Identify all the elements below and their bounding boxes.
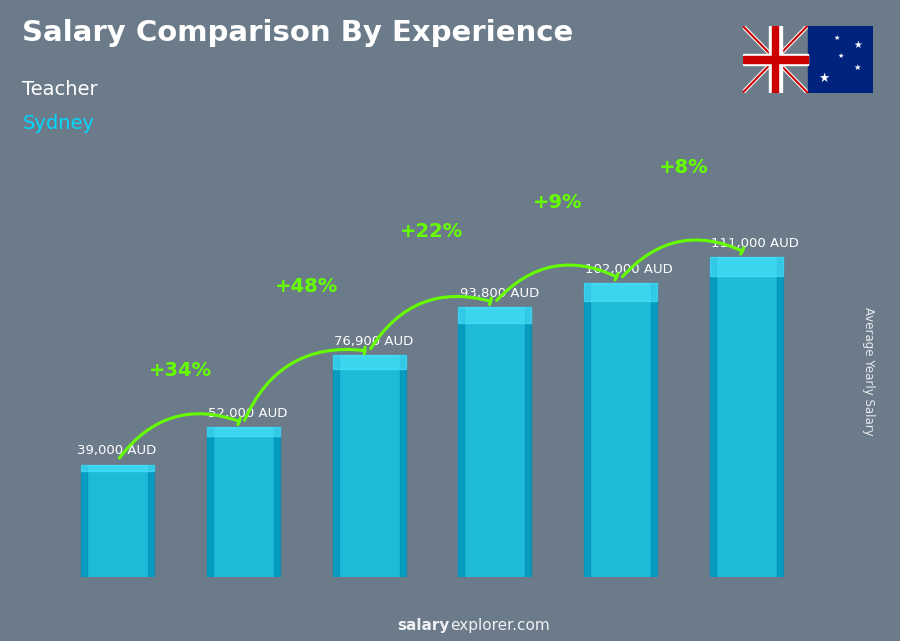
Text: 52,000 AUD: 52,000 AUD [208, 407, 288, 420]
Text: ★: ★ [818, 72, 829, 85]
Bar [207, 427, 280, 577]
Text: 39,000 AUD: 39,000 AUD [77, 444, 157, 458]
Bar [584, 283, 657, 301]
Text: +22%: +22% [400, 222, 464, 242]
Bar [274, 427, 280, 577]
Text: Salary Comparison By Experience: Salary Comparison By Experience [22, 19, 574, 47]
Text: ★: ★ [853, 40, 861, 49]
Text: explorer.com: explorer.com [450, 619, 550, 633]
Bar [584, 283, 590, 577]
Bar [333, 356, 406, 369]
Bar [808, 26, 873, 93]
Text: 102,000 AUD: 102,000 AUD [585, 263, 673, 276]
Text: ★: ★ [837, 53, 843, 59]
Bar [458, 307, 531, 323]
Text: +34%: +34% [149, 362, 212, 380]
Bar [333, 356, 406, 577]
Text: Teacher: Teacher [22, 80, 98, 99]
Text: +48%: +48% [274, 278, 338, 296]
Text: ★: ★ [853, 63, 861, 72]
Text: 111,000 AUD: 111,000 AUD [711, 237, 799, 250]
Bar [148, 465, 154, 577]
Bar [652, 283, 657, 577]
Text: 76,900 AUD: 76,900 AUD [334, 335, 413, 348]
Bar [400, 356, 406, 577]
Bar [458, 307, 464, 577]
Text: +8%: +8% [659, 158, 708, 177]
Text: +9%: +9% [533, 193, 582, 212]
Bar [458, 307, 531, 577]
Text: 93,800 AUD: 93,800 AUD [460, 287, 539, 299]
Bar [81, 465, 87, 577]
Text: Average Yearly Salary: Average Yearly Salary [862, 308, 875, 436]
Bar [772, 26, 778, 93]
Bar [207, 427, 280, 436]
Bar [81, 465, 154, 471]
Bar [777, 257, 783, 577]
Text: Sydney: Sydney [22, 114, 94, 133]
Text: ★: ★ [833, 35, 840, 41]
Bar [207, 427, 212, 577]
Bar [710, 257, 783, 276]
Bar [742, 54, 808, 65]
Bar [742, 56, 808, 63]
Bar [584, 283, 657, 577]
Bar [526, 307, 531, 577]
Bar [333, 356, 338, 577]
Bar [710, 257, 783, 577]
Bar [81, 465, 154, 577]
Bar [710, 257, 716, 577]
Text: salary: salary [398, 619, 450, 633]
Bar [769, 26, 781, 93]
